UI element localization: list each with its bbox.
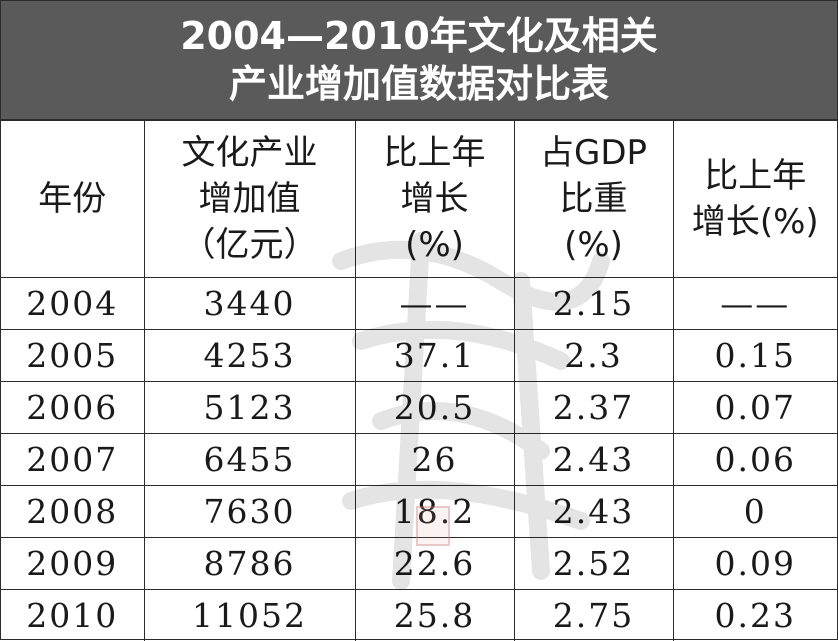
header-line: (%) (356, 222, 514, 268)
table-row: 2006 5123 20.5 2.37 0.07 (1, 382, 837, 434)
cell-gdp-share: 2.15 (514, 278, 673, 330)
table-row: 2009 8786 22.6 2.52 0.09 (1, 538, 837, 590)
table-row: 2008 7630 18.2 2.43 0 (1, 486, 837, 538)
cell-gdp-share: 2.52 (514, 538, 673, 590)
cell-gdp-share: 2.43 (514, 486, 673, 538)
header-line: 占GDP (515, 130, 673, 176)
header-value-added: 文化产业 增加值 （亿元） (144, 121, 355, 278)
cell-value-added: 3440 (144, 278, 355, 330)
table-row: 2004 3440 —— 2.15 —— (1, 278, 837, 330)
cell-growth-rate: 37.1 (355, 330, 514, 382)
cell-growth-rate: 20.5 (355, 382, 514, 434)
header-line: 增长(%) (674, 199, 838, 245)
header-line: 增加值 (145, 176, 355, 222)
cell-gdp-share: 2.3 (514, 330, 673, 382)
header-line: （亿元） (145, 222, 355, 268)
cell-year: 2008 (1, 486, 144, 538)
cell-year: 2010 (1, 590, 144, 641)
table-row: 2005 4253 37.1 2.3 0.15 (1, 330, 837, 382)
header-line: 年份 (1, 176, 144, 222)
cell-value-added: 8786 (144, 538, 355, 590)
table-row: 2010 11052 25.8 2.75 0.23 (1, 590, 837, 641)
cell-year: 2004 (1, 278, 144, 330)
table-title-line-2: 产业增加值数据对比表 (1, 60, 837, 108)
cell-share-growth: 0.23 (673, 590, 837, 641)
cell-year: 2007 (1, 434, 144, 486)
culture-industry-table: 年份 文化产业 增加值 （亿元） 比上年 增长 (%) 占GDP 比重 (%) (1, 121, 837, 641)
cell-value-added: 7630 (144, 486, 355, 538)
cell-value-added: 5123 (144, 382, 355, 434)
cell-share-growth: 0.07 (673, 382, 837, 434)
cell-value-added: 4253 (144, 330, 355, 382)
cell-share-growth: —— (673, 278, 837, 330)
cell-growth-rate: —— (355, 278, 514, 330)
cell-value-added: 6455 (144, 434, 355, 486)
cell-growth-rate: 22.6 (355, 538, 514, 590)
header-growth-rate: 比上年 增长 (%) (355, 121, 514, 278)
header-year: 年份 (1, 121, 144, 278)
table-row: 2007 6455 26 2.43 0.06 (1, 434, 837, 486)
cell-gdp-share: 2.75 (514, 590, 673, 641)
header-line: (%) (515, 222, 673, 268)
table-header-row: 年份 文化产业 增加值 （亿元） 比上年 增长 (%) 占GDP 比重 (%) (1, 121, 837, 278)
cell-share-growth: 0.15 (673, 330, 837, 382)
header-share-growth: 比上年 增长(%) (673, 121, 837, 278)
table-title-line-1: 2004—2010年文化及相关 (1, 12, 837, 60)
cell-share-growth: 0.06 (673, 434, 837, 486)
cell-year: 2006 (1, 382, 144, 434)
header-gdp-share: 占GDP 比重 (%) (514, 121, 673, 278)
cell-year: 2005 (1, 330, 144, 382)
cell-growth-rate: 18.2 (355, 486, 514, 538)
cell-value-added: 11052 (144, 590, 355, 641)
cell-year: 2009 (1, 538, 144, 590)
header-line: 比重 (515, 176, 673, 222)
table-title: 2004—2010年文化及相关 产业增加值数据对比表 (1, 1, 837, 121)
header-line: 比上年 (674, 153, 838, 199)
header-line: 文化产业 (145, 130, 355, 176)
header-line: 比上年 (356, 130, 514, 176)
cell-gdp-share: 2.37 (514, 382, 673, 434)
header-line: 增长 (356, 176, 514, 222)
cell-share-growth: 0.09 (673, 538, 837, 590)
cell-growth-rate: 26 (355, 434, 514, 486)
cell-gdp-share: 2.43 (514, 434, 673, 486)
cell-growth-rate: 25.8 (355, 590, 514, 641)
cell-share-growth: 0 (673, 486, 837, 538)
